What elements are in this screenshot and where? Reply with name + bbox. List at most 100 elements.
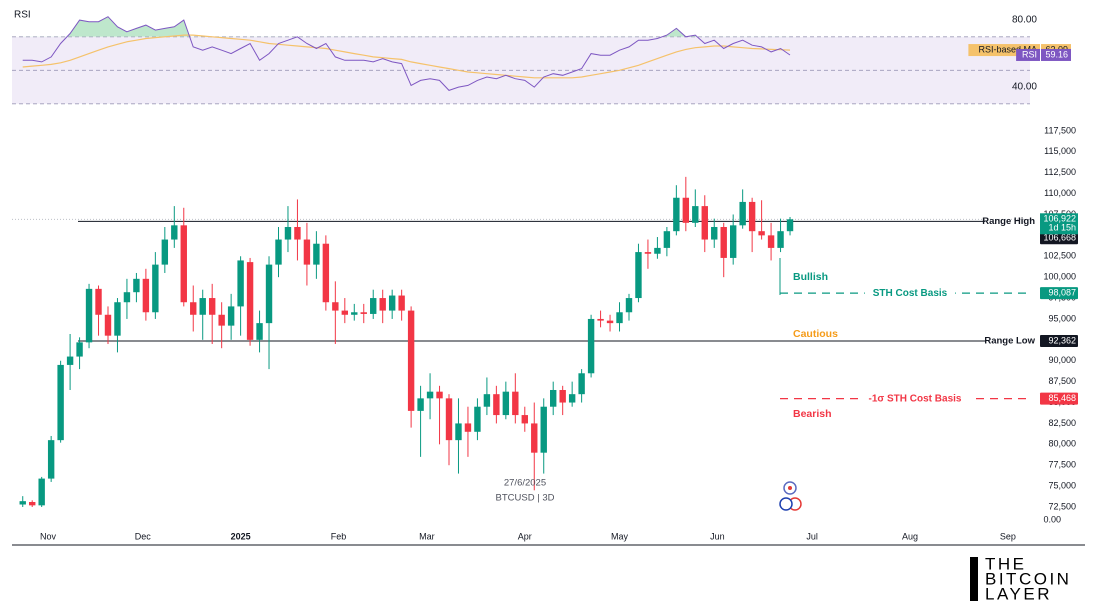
candle-body bbox=[104, 314, 112, 336]
candle-body bbox=[152, 264, 159, 313]
candle-body bbox=[436, 391, 443, 399]
candle-body bbox=[426, 391, 434, 399]
candle-body bbox=[190, 302, 197, 315]
candle-body bbox=[275, 239, 282, 265]
candle-body bbox=[29, 501, 36, 506]
x-tick-label: Jun bbox=[710, 531, 725, 541]
price-box-label: 106,668 bbox=[1043, 233, 1076, 243]
candle-body bbox=[227, 306, 235, 326]
candle-body bbox=[701, 206, 708, 240]
logo-text: LAYER bbox=[985, 584, 1052, 603]
candle-body bbox=[568, 394, 576, 403]
logo-bar bbox=[970, 557, 978, 601]
legend-name: RSI-based MA bbox=[978, 44, 1037, 54]
logo-text: BITCOIN bbox=[985, 569, 1071, 588]
price-box bbox=[1040, 392, 1078, 405]
candle-body bbox=[748, 201, 756, 232]
level-label: Range High bbox=[982, 216, 1035, 227]
x-tick-label: Aug bbox=[902, 531, 918, 541]
candle-body bbox=[57, 364, 64, 441]
candle-body bbox=[625, 298, 633, 313]
candle-body bbox=[606, 320, 614, 324]
x-tick-label: Apr bbox=[518, 531, 532, 541]
candle-body bbox=[663, 231, 671, 248]
candle-body bbox=[587, 318, 595, 374]
candle-body bbox=[777, 231, 784, 248]
flag-icon bbox=[779, 497, 793, 511]
rsi-band bbox=[12, 36, 1030, 104]
candle-body bbox=[483, 394, 491, 407]
candle-body bbox=[635, 252, 642, 299]
candle-body bbox=[464, 423, 472, 432]
y-tick-label: 115,000 bbox=[1044, 146, 1076, 156]
candle-body bbox=[38, 478, 45, 506]
candle-body bbox=[711, 227, 718, 240]
candle-body bbox=[218, 314, 225, 326]
y-tick-label: 72,500 bbox=[1048, 501, 1076, 511]
y-tick-label: 82,500 bbox=[1048, 418, 1076, 428]
candle-body bbox=[332, 302, 339, 311]
y-tick-label: 112,500 bbox=[1044, 167, 1076, 177]
price-box-label: 85,468 bbox=[1048, 393, 1076, 403]
candle-body bbox=[171, 225, 178, 240]
price-box-label: 98,087 bbox=[1048, 288, 1076, 298]
rsi-line bbox=[22, 16, 791, 91]
annotation: Bullish bbox=[793, 271, 828, 283]
rsi-title: RSI bbox=[14, 10, 31, 21]
y-tick-label: 100,000 bbox=[1043, 272, 1076, 282]
y-tick-label: 75,000 bbox=[1048, 480, 1076, 490]
candle-body bbox=[578, 373, 585, 395]
y-tick-label: 77,500 bbox=[1048, 460, 1076, 470]
x-tick-label: Feb bbox=[331, 531, 347, 541]
candle-body bbox=[739, 201, 746, 226]
candle-body bbox=[729, 225, 737, 258]
legend-name-box bbox=[1016, 48, 1040, 61]
candle-body bbox=[199, 298, 206, 315]
y-tick-label: 95,000 bbox=[1048, 313, 1076, 323]
x-tick-label: 2025 bbox=[231, 531, 251, 541]
candle-body bbox=[123, 292, 131, 303]
candle-body bbox=[445, 398, 453, 441]
candle-body bbox=[256, 323, 263, 340]
candle-body bbox=[502, 391, 510, 416]
candle-body bbox=[531, 423, 538, 453]
candle-body bbox=[133, 278, 140, 293]
y-tick-label: 40.00 bbox=[1012, 82, 1037, 93]
candle-body bbox=[493, 394, 500, 416]
annotation: Bearish bbox=[793, 408, 832, 420]
rsi-line bbox=[22, 34, 791, 79]
candle-body bbox=[616, 312, 623, 324]
candle-body bbox=[512, 391, 519, 416]
last-price-box bbox=[1040, 213, 1078, 235]
candle-body bbox=[322, 243, 330, 303]
candle-body bbox=[597, 318, 604, 321]
x-tick-label: Jul bbox=[806, 531, 818, 541]
candle-body bbox=[351, 312, 358, 315]
candle-body bbox=[294, 227, 301, 240]
logo-text: THE bbox=[985, 554, 1027, 573]
symbol-label: BTCUSD | 3D bbox=[496, 493, 555, 504]
candle-body bbox=[370, 298, 377, 314]
candle-body bbox=[246, 262, 254, 340]
y-tick-label: 110,000 bbox=[1044, 188, 1076, 198]
candle-body bbox=[76, 342, 83, 357]
candle-body bbox=[142, 278, 150, 313]
candle-body bbox=[559, 389, 566, 403]
candle-body bbox=[550, 389, 557, 407]
legend-name: RSI bbox=[1022, 49, 1037, 59]
x-tick-label: May bbox=[611, 531, 629, 541]
candle-body bbox=[208, 298, 216, 315]
price-box bbox=[1040, 232, 1078, 245]
candle-body bbox=[360, 312, 367, 314]
candle-body bbox=[180, 225, 187, 303]
date-label: 27/6/2025 bbox=[504, 478, 546, 489]
candle-body bbox=[47, 440, 55, 479]
price-box bbox=[1040, 334, 1078, 347]
level-label: STH Cost Basis bbox=[873, 288, 948, 299]
level-label: Range Low bbox=[984, 336, 1035, 347]
x-tick-label: Nov bbox=[40, 531, 57, 541]
candle-body bbox=[341, 310, 349, 315]
candle-body bbox=[379, 298, 386, 311]
candle-body bbox=[265, 264, 273, 324]
